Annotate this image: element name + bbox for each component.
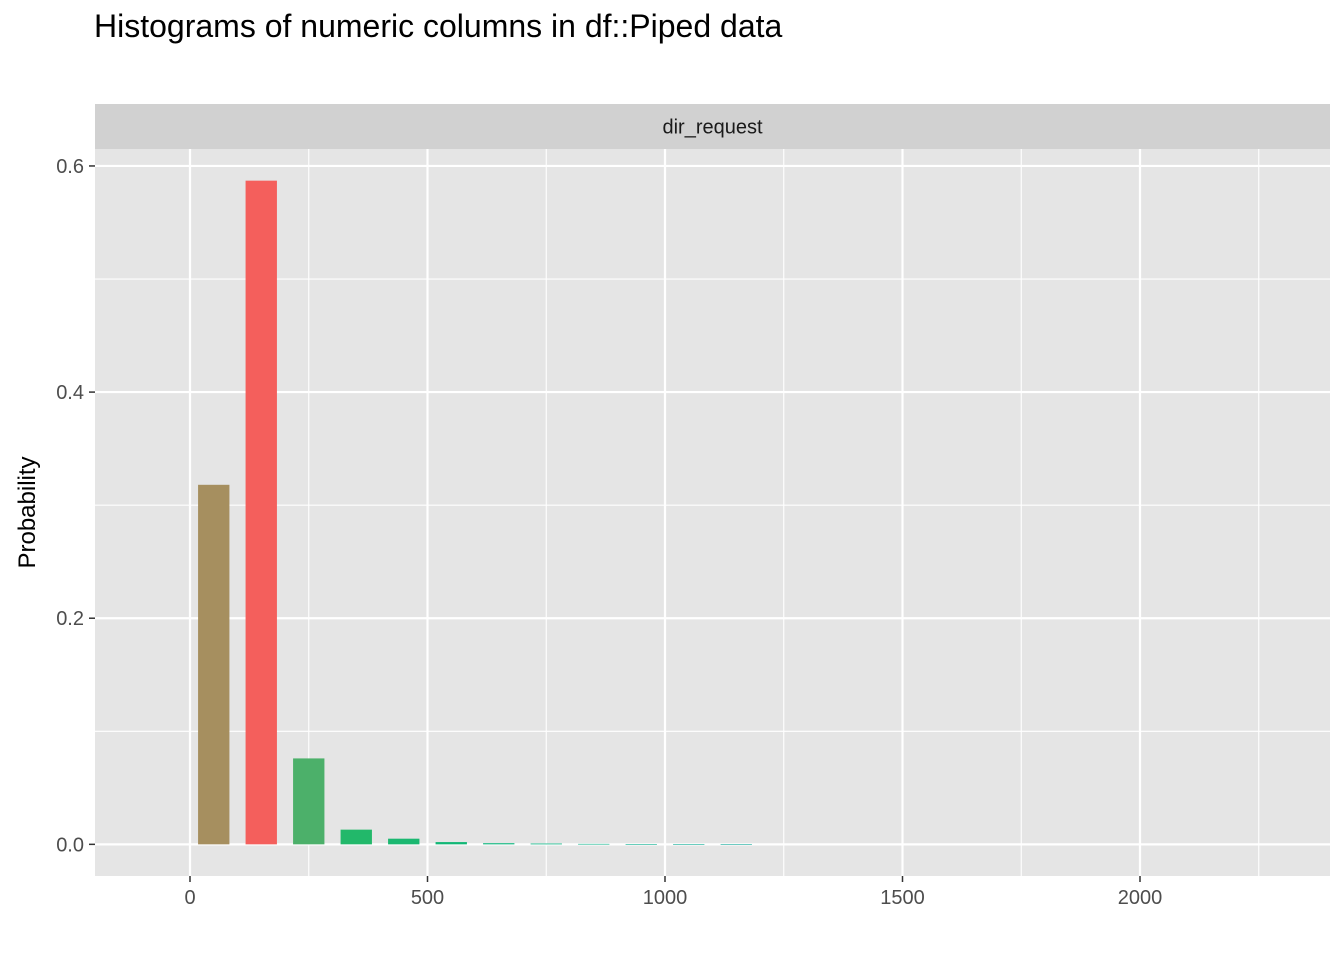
plot-panel: [95, 149, 1330, 876]
grid-minor: [95, 149, 1330, 876]
histogram-bar-9: [625, 844, 657, 845]
y-tick-label: 0.6: [56, 156, 84, 178]
facet-strip-label: dir_request: [662, 117, 763, 139]
histogram-bar-6: [483, 843, 515, 845]
histogram-bars: [198, 180, 752, 845]
histogram-bar-10: [673, 844, 705, 845]
histogram-bar-7: [530, 843, 562, 845]
histogram-bar-2: [293, 758, 325, 845]
x-tick-label: 1000: [643, 887, 688, 909]
histogram-bar-0: [198, 484, 230, 845]
y-tick-label: 0.4: [56, 382, 84, 404]
x-tick-label: 2000: [1118, 887, 1163, 909]
y-axis-title: Probability: [14, 456, 41, 568]
facet-strip: [95, 104, 1330, 149]
x-tick-label: 500: [411, 887, 444, 909]
x-tick-label: 1500: [880, 887, 925, 909]
y-axis: 0.0 0.2 0.4 0.6: [56, 156, 95, 856]
histogram-bar-1: [245, 180, 277, 845]
x-tick-label: 0: [184, 887, 195, 909]
x-axis: 0 500 1000 1500 2000: [184, 876, 1162, 909]
histogram-bar-8: [578, 843, 610, 845]
grid-major: [95, 149, 1330, 876]
y-tick-label: 0.0: [56, 834, 84, 856]
histogram-bar-5: [435, 842, 467, 845]
histogram-bar-11: [720, 844, 752, 845]
histogram-bar-4: [388, 838, 420, 845]
chart-title: Histograms of numeric columns in df::Pip…: [94, 8, 783, 44]
y-tick-label: 0.2: [56, 608, 84, 630]
histogram-bar-3: [340, 829, 372, 845]
